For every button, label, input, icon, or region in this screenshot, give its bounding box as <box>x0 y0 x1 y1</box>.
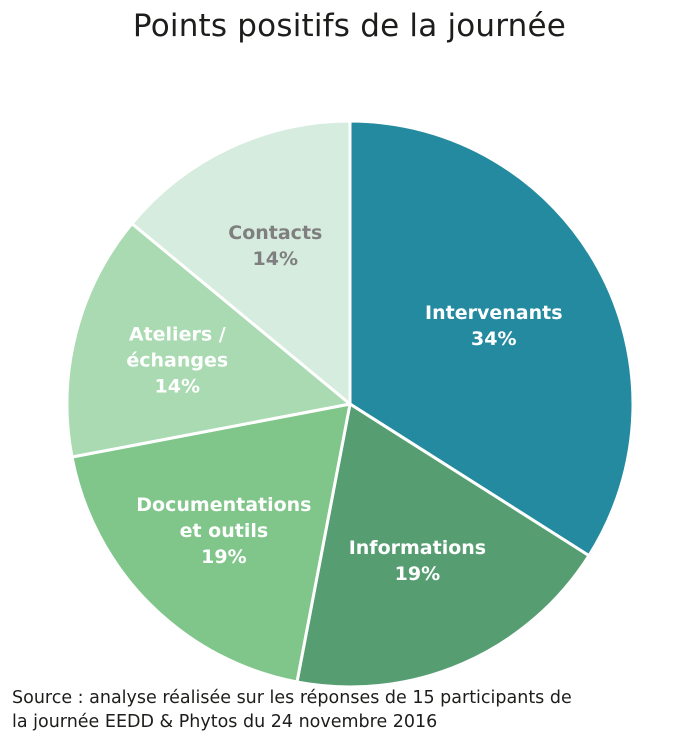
pie-slice-informations <box>295 402 591 689</box>
slice-label-line: Informations <box>349 537 486 559</box>
slice-label-line: Ateliers / <box>129 324 226 346</box>
pie-slice-contacts <box>130 119 352 406</box>
slice-percent: 34% <box>471 328 516 350</box>
slice-percent: 14% <box>155 376 200 398</box>
slice-label-contacts: Contacts 14% <box>228 222 322 270</box>
slice-percent: 19% <box>395 563 440 585</box>
slice-label-line: Intervenants <box>425 302 562 324</box>
slice-label-intervenants: Intervenants 34% <box>425 302 562 350</box>
pie-labels: Intervenants 34%Informations 19%Documentat… <box>126 222 562 585</box>
slice-percent: 14% <box>253 248 298 270</box>
slice-label-line: échanges <box>126 350 228 372</box>
source-note: Source : analyse réalisée sur les répons… <box>12 686 696 734</box>
slice-label-ateliers-changes: Ateliers / échanges 14% <box>126 324 228 398</box>
pie-slice-intervenants <box>348 119 635 558</box>
source-line-2: la journée EEDD & Phytos du 24 novembre … <box>12 712 438 732</box>
pie-chart: Intervenants 34%Informations 19%Documentat… <box>65 119 635 689</box>
slice-label-line: Contacts <box>228 222 322 244</box>
slice-label-line: Documentations <box>136 494 311 516</box>
slice-label-documentations-et-outils: Documentations et outils 19% <box>136 494 311 568</box>
slice-label-informations: Informations 19% <box>349 537 486 585</box>
pie-slices <box>65 119 635 689</box>
slice-label-line: et outils <box>180 520 269 542</box>
pie-slice-documentations-et-outils <box>70 402 352 684</box>
slice-percent: 19% <box>201 546 246 568</box>
source-line-1: Source : analyse réalisée sur les répons… <box>12 688 572 708</box>
pie-slice-ateliers-changes <box>65 222 352 459</box>
chart-title: Points positifs de la journée <box>132 8 567 44</box>
